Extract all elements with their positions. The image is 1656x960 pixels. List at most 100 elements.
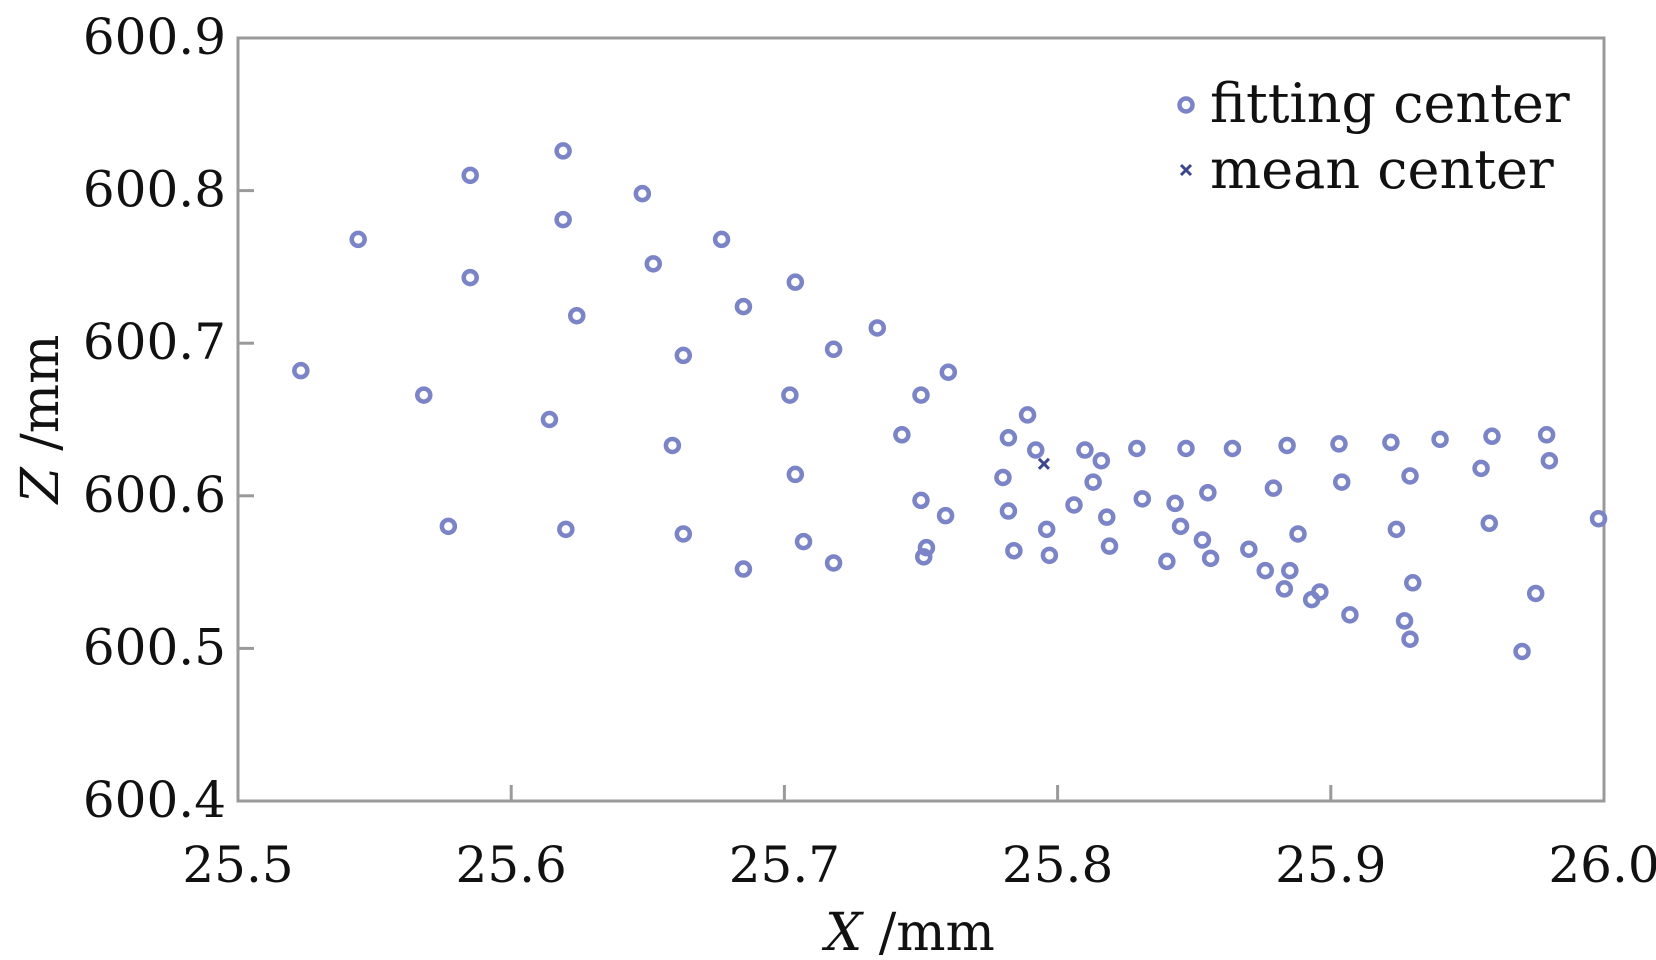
- fitting-center-point: [554, 210, 572, 229]
- fitting-center-point: [554, 142, 572, 160]
- y-tick-label: 600.5: [83, 618, 226, 676]
- fitting-center-point: [1289, 525, 1307, 543]
- x-tick-label: 25.9: [1275, 836, 1386, 894]
- y-tick-label: 600.4: [83, 771, 226, 829]
- data-points: [292, 142, 1608, 661]
- x-axis-title: X /mm: [821, 903, 995, 960]
- fitting-center-point: [674, 346, 693, 365]
- fitting-center-point: [461, 268, 479, 287]
- fitting-center-point: [994, 468, 1012, 487]
- fitting-center-point: [1395, 612, 1414, 630]
- fitting-center-point: [557, 520, 575, 539]
- fitting-center-point: [1005, 541, 1023, 560]
- fitting-center-point: [568, 306, 586, 325]
- fitting-center-point: [1240, 540, 1258, 558]
- fitting-center-point: [1084, 473, 1102, 491]
- fitting-center-point: [1382, 433, 1400, 452]
- fitting-center-point: [1540, 451, 1559, 470]
- fitting-center-point: [1256, 561, 1274, 580]
- fitting-center-point: [1513, 642, 1531, 661]
- fitting-center-point: [1341, 606, 1359, 624]
- fitting-center-point: [912, 491, 930, 510]
- fitting-center-point: [349, 230, 367, 249]
- fitting-center-point: [824, 554, 843, 572]
- fitting-center-point: [868, 319, 887, 337]
- fitting-center-point: [1026, 441, 1045, 459]
- y-tick-label: 600.8: [83, 161, 226, 219]
- fitting-center-point: [1065, 496, 1083, 514]
- fitting-center-point: [999, 429, 1018, 447]
- fitting-center-point: [1404, 574, 1422, 592]
- y-tick-label: 600.7: [83, 313, 226, 371]
- y-tick-label: 600.9: [83, 8, 226, 66]
- fitting-center-point: [1199, 483, 1217, 502]
- x-tick-label: 25.6: [456, 836, 567, 894]
- fitting-center-point: [1275, 580, 1294, 598]
- fitting-center-point: [1332, 473, 1351, 491]
- fitting-center-point: [1589, 509, 1608, 528]
- x-tick-label: 26.0: [1548, 836, 1656, 894]
- fitting-center-point: [712, 230, 731, 249]
- fitting-center-point: [1480, 514, 1499, 533]
- fitting-center-point: [1401, 630, 1419, 648]
- fitting-center-point: [893, 426, 911, 444]
- mean-center-point: [1037, 457, 1051, 470]
- fitting-center-point: [1401, 467, 1419, 485]
- fitting-center-point: [824, 340, 843, 359]
- fitting-center-point: [1537, 426, 1556, 444]
- legend-x-marker: [1179, 163, 1193, 177]
- x-tick-labels: 25.5 25.6 25.7 25.8 25.9 26.0: [182, 836, 1656, 894]
- fitting-center-point: [794, 532, 813, 551]
- fitting-center-point: [786, 273, 805, 291]
- fitting-center-point: [734, 297, 753, 316]
- fitting-center-point: [663, 436, 682, 455]
- x-tick-label: 25.5: [182, 836, 293, 894]
- fitting-center-point: [1128, 439, 1146, 458]
- fitting-center-point: [1201, 549, 1220, 568]
- fitting-center-point: [786, 465, 805, 484]
- fitting-center-point: [1018, 406, 1037, 424]
- fitting-center-point: [1092, 451, 1111, 470]
- fitting-center-point: [633, 184, 652, 203]
- fitting-center-point: [1037, 520, 1056, 539]
- fitting-center-point: [1526, 584, 1545, 603]
- fitting-center-point: [914, 548, 933, 566]
- y-tick-labels: 600.4 600.5 600.6 600.7 600.8 600.9: [83, 8, 226, 829]
- fitting-center-point: [1472, 459, 1490, 478]
- fitting-center-point: [1076, 441, 1094, 459]
- fitting-center-point: [644, 255, 663, 273]
- fitting-center-point: [1098, 508, 1116, 526]
- plot-area-frame: [236, 36, 1606, 803]
- fitting-center-point: [917, 538, 936, 557]
- fitting-center-point: [674, 525, 693, 543]
- fitting-center-point: [1264, 479, 1283, 497]
- fitting-center-point: [1193, 531, 1212, 549]
- fitting-center-point: [1040, 546, 1059, 565]
- fitting-center-point: [936, 506, 955, 525]
- fitting-center-point: [1431, 430, 1449, 449]
- fitting-center-point: [1166, 494, 1184, 513]
- fitting-center-point: [415, 386, 433, 404]
- fitting-center-point: [1330, 435, 1348, 453]
- fitting-center-point: [1177, 439, 1195, 458]
- legend: fitting center mean center: [1177, 72, 1570, 201]
- fitting-center-point: [1171, 517, 1190, 536]
- fitting-center-point: [439, 517, 458, 536]
- fitting-center-point: [1278, 436, 1296, 455]
- fitting-center-point: [1100, 537, 1119, 555]
- fitting-center-point: [1281, 561, 1299, 580]
- fitting-center-point: [1133, 490, 1152, 508]
- fitting-center-point: [1223, 439, 1242, 458]
- fitting-center-point: [781, 386, 799, 404]
- fitting-center-point: [540, 410, 559, 429]
- legend-circle-marker: [1177, 96, 1195, 114]
- fitting-center-point: [912, 386, 930, 404]
- fitting-center-point: [1483, 427, 1501, 446]
- y-tick-label: 600.6: [83, 466, 226, 524]
- fitting-center-point: [461, 166, 479, 185]
- x-tick-label: 25.7: [729, 836, 840, 894]
- fitting-center-point: [939, 363, 958, 381]
- fitting-center-point: [1387, 520, 1406, 539]
- x-tick-label: 25.8: [1002, 836, 1113, 894]
